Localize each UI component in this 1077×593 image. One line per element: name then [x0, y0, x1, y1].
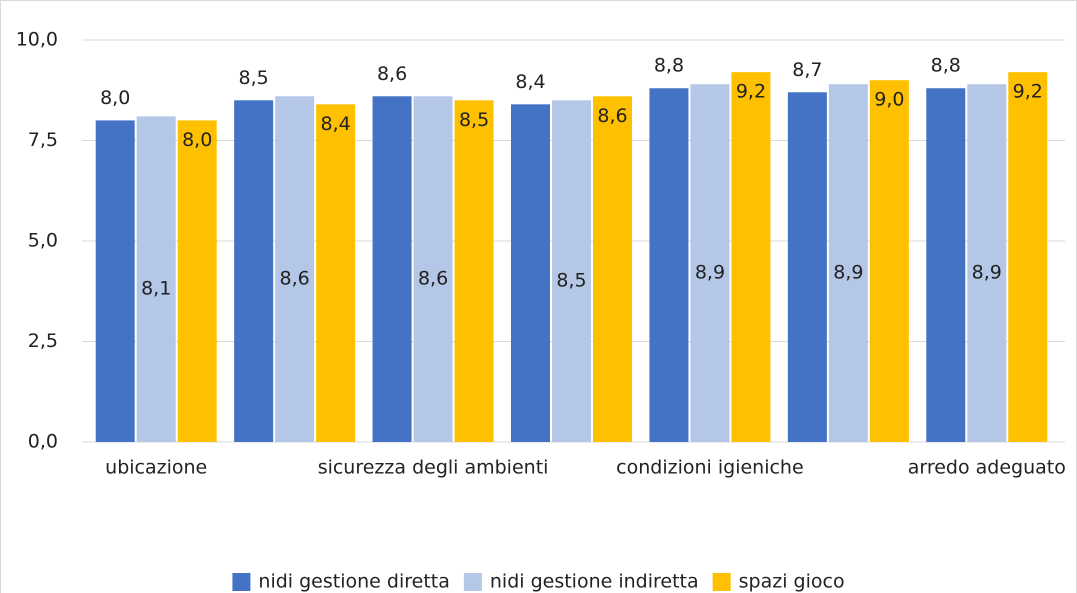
data-label: 8,8 [654, 55, 684, 77]
bar [275, 96, 315, 442]
legend-label: nidi gestione diretta [258, 571, 449, 593]
y-tick-label: 5,0 [28, 230, 58, 252]
data-label: 8,0 [100, 87, 130, 109]
bar [372, 96, 412, 442]
bar [787, 92, 827, 442]
bar [690, 84, 730, 442]
y-tick-label: 10,0 [16, 29, 58, 51]
bar [926, 88, 966, 443]
bar [1008, 72, 1048, 442]
data-label: 8,9 [695, 262, 725, 284]
y-tick-label: 2,5 [28, 330, 58, 352]
data-label: 8,5 [239, 67, 269, 89]
y-tick-label: 7,5 [28, 129, 58, 151]
bar [413, 96, 453, 442]
y-tick-label: 0,0 [28, 431, 58, 453]
x-tick-label: sicurezza degli ambienti [318, 457, 549, 479]
bar [593, 96, 632, 442]
data-label: 9,0 [874, 89, 904, 111]
data-label: 8,5 [459, 109, 489, 131]
data-label: 8,4 [321, 113, 351, 135]
data-label: 8,1 [141, 278, 171, 300]
data-label: 8,5 [556, 270, 586, 292]
bar [869, 80, 909, 442]
data-label: 9,2 [1013, 81, 1043, 103]
bar [967, 84, 1007, 442]
bar [95, 120, 135, 443]
legend-swatch [463, 573, 482, 591]
legend-swatch [712, 573, 731, 591]
bar [316, 104, 356, 442]
data-label: 8,8 [931, 55, 961, 77]
legend-label: nidi gestione indiretta [490, 571, 699, 593]
x-tick-label: arredo adeguato [908, 457, 1066, 479]
data-label: 8,4 [515, 71, 545, 93]
x-tick-label: condizioni igieniche [616, 457, 804, 479]
bar [136, 116, 176, 442]
data-label: 8,6 [377, 63, 407, 85]
legend-swatch [232, 573, 251, 591]
bar [511, 104, 550, 442]
data-label: 8,0 [182, 129, 212, 151]
bar [828, 84, 868, 442]
bar [234, 100, 274, 443]
bar [454, 100, 494, 443]
bar [649, 88, 689, 443]
data-label: 8,6 [597, 105, 627, 127]
data-label: 9,2 [736, 81, 766, 103]
legend-label: spazi gioco [739, 571, 845, 593]
bar [552, 100, 591, 443]
data-label: 8,9 [833, 262, 863, 284]
data-label: 8,6 [280, 268, 310, 290]
data-label: 8,9 [972, 262, 1002, 284]
bar [731, 72, 771, 442]
data-label: 8,6 [418, 268, 448, 290]
data-label: 8,7 [792, 59, 822, 81]
bar [177, 120, 217, 443]
x-tick-label: ubicazione [105, 457, 207, 479]
